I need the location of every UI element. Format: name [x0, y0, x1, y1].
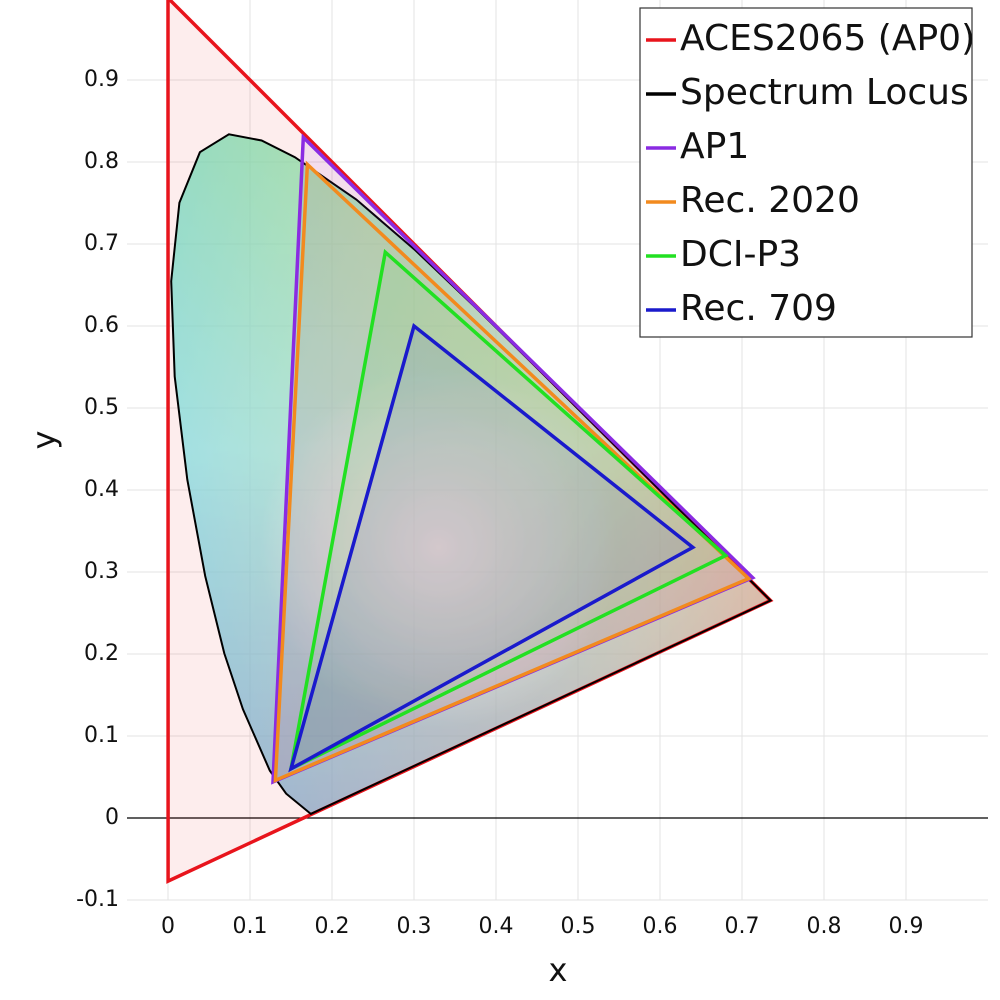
x-tick-label: 0.1: [233, 914, 268, 939]
y-tick-label: 0.8: [84, 149, 119, 174]
x-tick-label: 0.6: [643, 914, 678, 939]
x-tick-label: 0.2: [315, 914, 350, 939]
legend-box: [639, 7, 973, 338]
y-tick-label: 0.5: [84, 395, 119, 420]
x-axis-label: x: [549, 951, 568, 989]
y-tick-label: 0.3: [84, 559, 119, 584]
x-tick-label: 0: [161, 914, 175, 939]
y-tick-label: 0.2: [84, 641, 119, 666]
y-tick-label: 0.7: [84, 231, 119, 256]
legend-label: Rec. 709: [680, 288, 837, 329]
y-tick-label: 0: [105, 805, 119, 830]
y-axis-label: y: [25, 431, 63, 450]
x-tick-label: 0.4: [479, 914, 514, 939]
series-outline: [273, 160, 752, 784]
x-tick-label: 0.5: [561, 914, 596, 939]
y-tick-label: 0.9: [84, 67, 119, 92]
x-tick-label: 0.7: [725, 914, 760, 939]
y-tick-label: 0.4: [84, 477, 119, 502]
legend-label: ACES2065 (AP0): [680, 18, 975, 59]
y-tick-label: 0.1: [84, 723, 119, 748]
legend-label: DCI-P3: [680, 234, 801, 275]
x-tick-label: 0.9: [889, 914, 924, 939]
y-tick-label: -0.1: [76, 887, 119, 912]
plot: [166, 0, 774, 884]
legend-label: Spectrum Locus: [680, 72, 969, 113]
y-tick-label: 0.6: [84, 313, 119, 338]
x-tick-label: 0.3: [397, 914, 432, 939]
legend-label: Rec. 2020: [680, 180, 860, 221]
legend: ACES2065 (AP0) Spectrum Locus AP1 Rec. 2020…: [639, 7, 975, 338]
series-outline: [170, 133, 773, 816]
series-outline: [288, 322, 696, 773]
x-tick-label: 0.8: [807, 914, 842, 939]
legend-label: AP1: [680, 126, 749, 167]
